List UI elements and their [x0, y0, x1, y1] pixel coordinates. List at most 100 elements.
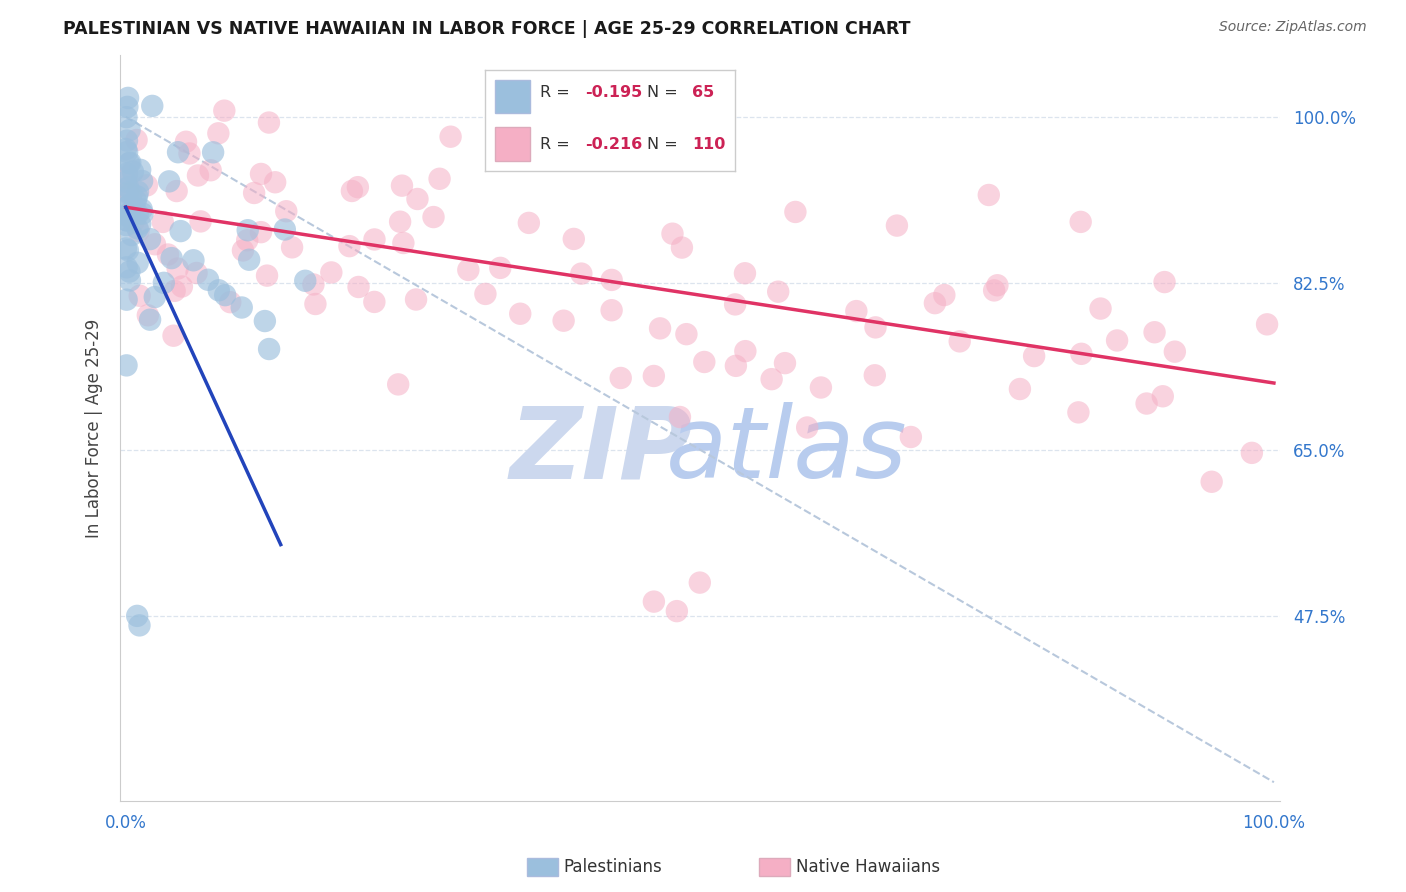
Point	[174, 135, 197, 149]
Point	[250, 225, 273, 239]
Point	[115, 359, 138, 373]
Point	[845, 304, 868, 318]
Point	[600, 273, 623, 287]
Point	[1143, 325, 1166, 339]
Point	[724, 297, 747, 311]
Point	[115, 218, 138, 232]
Point	[689, 575, 711, 590]
Point	[128, 289, 150, 303]
Point	[117, 186, 139, 201]
Point	[115, 213, 138, 227]
Point	[321, 265, 343, 279]
Point	[1024, 349, 1046, 363]
Point	[865, 320, 887, 334]
Point	[214, 103, 236, 118]
Point	[179, 146, 201, 161]
Point	[115, 213, 138, 227]
Point	[127, 608, 149, 623]
Point	[160, 251, 183, 265]
Point	[167, 145, 190, 160]
Point	[986, 278, 1008, 293]
Point	[115, 208, 138, 222]
Point	[429, 171, 451, 186]
Point	[785, 205, 807, 219]
Point	[125, 189, 148, 203]
Point	[208, 283, 231, 297]
Point	[250, 167, 273, 181]
Point	[115, 175, 138, 189]
Point	[166, 184, 188, 198]
Point	[1201, 475, 1223, 489]
Point	[190, 214, 212, 228]
Point	[131, 206, 153, 220]
Point	[773, 356, 796, 370]
Point	[1256, 318, 1278, 332]
Point	[156, 247, 179, 261]
Point	[1240, 446, 1263, 460]
Y-axis label: In Labor Force | Age 25-29: In Labor Force | Age 25-29	[86, 318, 103, 538]
Point	[200, 163, 222, 178]
Point	[183, 253, 205, 268]
Point	[122, 164, 145, 178]
Point	[118, 205, 141, 219]
Point	[118, 273, 141, 287]
Text: Palestinians: Palestinians	[564, 858, 662, 876]
Point	[934, 288, 956, 302]
Point	[257, 115, 280, 129]
Point	[294, 274, 316, 288]
Point	[127, 207, 149, 221]
Point	[152, 215, 174, 229]
Point	[115, 293, 138, 307]
Point	[439, 129, 461, 144]
Point	[118, 156, 141, 170]
Point	[1107, 334, 1129, 348]
Point	[117, 100, 139, 114]
Point	[115, 134, 138, 148]
Point	[339, 239, 361, 253]
Point	[214, 288, 236, 302]
Text: PALESTINIAN VS NATIVE HAWAIIAN IN LABOR FORCE | AGE 25-29 CORRELATION CHART: PALESTINIAN VS NATIVE HAWAIIAN IN LABOR …	[63, 20, 911, 37]
Point	[238, 252, 260, 267]
Point	[153, 276, 176, 290]
Point	[125, 194, 148, 208]
Point	[281, 240, 304, 254]
Point	[115, 142, 138, 156]
Point	[886, 219, 908, 233]
Point	[127, 256, 149, 270]
Point	[187, 169, 209, 183]
Point	[734, 266, 756, 280]
Point	[169, 224, 191, 238]
Point	[236, 233, 259, 247]
Point	[810, 380, 832, 394]
Point	[761, 372, 783, 386]
Point	[474, 287, 496, 301]
Point	[125, 133, 148, 147]
Point	[118, 197, 141, 211]
Point	[117, 180, 139, 194]
Point	[1153, 275, 1175, 289]
Point	[1152, 389, 1174, 403]
Point	[253, 314, 276, 328]
Point	[120, 155, 142, 169]
Point	[517, 216, 540, 230]
Point	[122, 214, 145, 228]
Point	[387, 377, 409, 392]
Point	[115, 145, 138, 159]
Point	[131, 174, 153, 188]
Point	[661, 227, 683, 241]
Point	[1067, 405, 1090, 419]
Point	[1135, 396, 1157, 410]
Point	[609, 371, 631, 385]
Point	[256, 268, 278, 283]
Point	[347, 180, 370, 194]
Point	[405, 293, 427, 307]
Point	[796, 420, 818, 434]
Point	[163, 284, 186, 298]
Point	[157, 174, 180, 188]
Point	[232, 244, 254, 258]
Point	[139, 312, 162, 326]
Point	[143, 290, 166, 304]
Point	[127, 221, 149, 235]
Point	[509, 307, 531, 321]
Point	[135, 178, 157, 193]
